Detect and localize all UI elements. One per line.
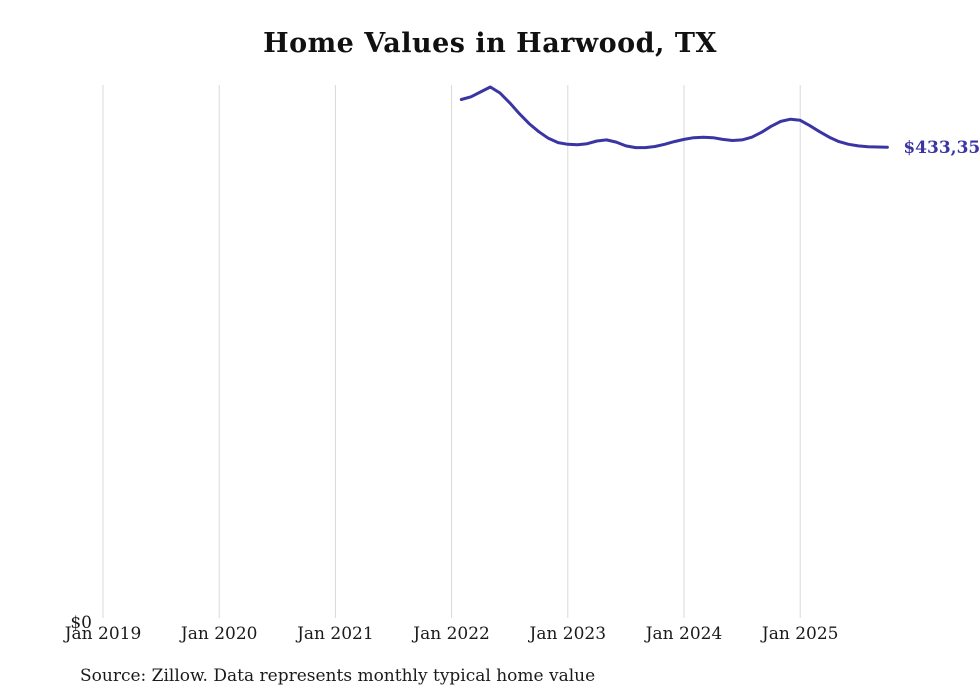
end-value-label: $433,355: [903, 138, 980, 158]
x-tick-label: Jan 2020: [179, 624, 258, 644]
chart-title: Home Values in Harwood, TX: [263, 28, 717, 59]
x-tick-label: Jan 2024: [644, 624, 723, 644]
y-tick-label-zero: $0: [70, 613, 92, 633]
x-tick-label: Jan 2019: [63, 624, 142, 644]
x-tick-label: Jan 2021: [295, 624, 374, 644]
x-tick-label: Jan 2022: [411, 624, 490, 644]
x-tick-label: Jan 2025: [760, 624, 839, 644]
x-tick-label: Jan 2023: [528, 624, 607, 644]
home-value-line: [459, 85, 889, 150]
source-note: Source: Zillow. Data represents monthly …: [80, 666, 596, 686]
